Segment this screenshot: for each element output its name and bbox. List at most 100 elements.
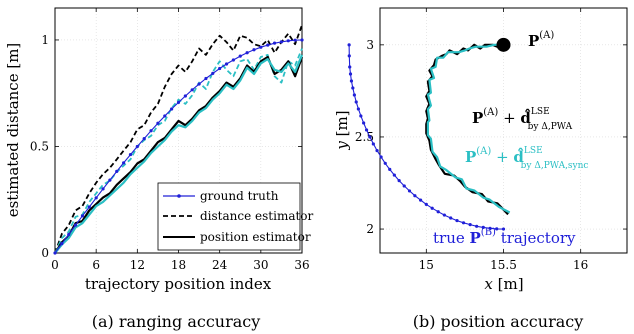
chart-a-data-point	[101, 187, 105, 191]
chart-b-data-point	[388, 167, 392, 171]
chart-b-data-point	[397, 179, 401, 183]
chart-a-data-point	[115, 169, 119, 174]
chart-b-data-point	[356, 107, 360, 111]
chart-a-series-distance-estimator	[54, 24, 303, 254]
annotation-point-a: P(A)	[528, 30, 554, 50]
chart-a-data-point	[176, 100, 181, 104]
chart-b-data-point	[352, 93, 356, 97]
chart-b-xtick-label: 16	[573, 258, 588, 272]
chart-a-xtick-label: 12	[130, 258, 145, 272]
chart-b-ytick-label: 2	[366, 222, 374, 236]
chart-b-data-point	[347, 54, 351, 58]
chart-b-data-point	[436, 210, 440, 214]
chart-b-data-point	[413, 194, 417, 198]
chart-b-data-point	[461, 221, 466, 225]
legend-label-distance-estimator: distance estimator	[200, 209, 314, 223]
chart-a-data-point	[286, 39, 290, 43]
chart-a-data-point	[245, 51, 249, 55]
chart-a-series-line-2	[54, 48, 303, 254]
chart-a-xlabel: trajectory position index	[85, 275, 272, 293]
chart-a-series	[53, 24, 304, 255]
chart-a-data-point	[53, 251, 57, 255]
chart-a-data-point	[231, 58, 235, 62]
chart-a-data-point	[183, 94, 187, 98]
chart-a-xtick-label: 36	[294, 258, 309, 272]
chart-a-caption: (a) ranging accuracy	[92, 312, 261, 331]
chart-a-ytick-label: 0.5	[30, 139, 49, 153]
chart-ranging-accuracy: 0 6 12 18 24 30 36 0 0.5 1 ground truth distance …	[4, 7, 314, 331]
chart-b-ticks: 15 15.5 16 2 2.5 3	[355, 8, 627, 272]
chart-b-data-point	[368, 135, 372, 139]
chart-b-data-point	[442, 213, 446, 217]
chart-a-data-point	[272, 41, 277, 45]
legend-marker-ground-truth	[177, 194, 181, 198]
chart-a-xtick-label: 24	[212, 258, 228, 272]
chart-b-data-point	[481, 225, 485, 229]
chart-a-data-point	[170, 107, 174, 111]
chart-b-series	[347, 43, 511, 231]
annotation-black-estimate: P(A) + d̂LSE by Δ,PWA	[472, 107, 573, 132]
legend-label-position-estimator: position estimator	[200, 230, 311, 244]
chart-a-ylabel: estimated distance [m]	[4, 43, 22, 218]
chart-b-data-point	[501, 227, 506, 231]
chart-a-data-point	[238, 54, 242, 58]
chart-a-data-point	[80, 214, 85, 218]
anchor-point-a	[496, 37, 511, 52]
chart-a-data-point	[73, 223, 78, 227]
chart-a-data-point	[211, 71, 215, 76]
chart-a-data-point	[67, 232, 71, 237]
chart-b-data-point	[424, 202, 428, 206]
chart-b-data-point	[379, 155, 383, 159]
chart-b-series-p-a-d-lse-by-pwa-sync	[426, 43, 511, 214]
chart-b-data-point	[392, 173, 396, 177]
chart-a-data-point	[224, 62, 229, 66]
chart-b-data-point	[362, 121, 366, 125]
chart-b-xtick-label: 15	[419, 258, 434, 272]
chart-b-data-point	[347, 43, 351, 47]
chart-a-data-point	[94, 196, 98, 200]
chart-a-data-point	[204, 76, 208, 81]
chart-a-series-line-4	[54, 54, 304, 254]
chart-b-data-point	[348, 72, 353, 76]
chart-b-data-point	[468, 223, 472, 227]
chart-b-data-point	[402, 184, 406, 188]
chart-a-xtick-label: 30	[253, 258, 268, 272]
chart-a-data-point	[122, 161, 126, 165]
chart-b-data-point	[375, 148, 379, 153]
chart-b-data-point	[351, 86, 355, 90]
chart-a-data-point	[279, 40, 284, 44]
chart-a-data-point	[108, 178, 112, 182]
chart-b-data-point	[495, 227, 499, 231]
chart-a-data-point	[142, 136, 146, 141]
chart-b-data-point	[383, 161, 387, 165]
chart-a-data-point	[87, 205, 91, 209]
chart-b-ylabel: y [m]	[333, 110, 351, 150]
chart-b-data-point	[359, 114, 363, 118]
chart-b-data-point	[449, 216, 453, 220]
chart-b-data-point	[419, 198, 423, 202]
chart-b-ytick-label: 2.5	[355, 130, 374, 144]
chart-a-ytick-label: 1	[41, 33, 49, 47]
legend-label-ground-truth: ground truth	[200, 189, 279, 203]
chart-a-data-point	[266, 43, 270, 47]
chart-a-data-point	[259, 45, 263, 49]
chart-b-data-point	[364, 128, 369, 132]
chart-b-data-point	[348, 65, 352, 69]
chart-b-xtick-label: 15.5	[490, 258, 517, 272]
annotation-true-trajectory: true P(B) trajectory	[433, 227, 576, 247]
chart-a-xtick-label: 6	[92, 258, 100, 272]
chart-b-data-point	[475, 224, 479, 228]
chart-a-data-point	[149, 129, 153, 133]
chart-a-data-point	[300, 38, 304, 42]
chart-a-xtick-label: 0	[51, 258, 59, 272]
chart-b-data-point	[430, 206, 434, 210]
chart-a-data-point	[60, 242, 64, 246]
chart-b-series-p-a-d-lse-by-pwa	[425, 43, 509, 216]
chart-b-caption: (b) position accuracy	[413, 312, 584, 331]
chart-b-data-point	[407, 189, 412, 193]
chart-a-data-point	[190, 88, 194, 92]
chart-a-data-point	[197, 82, 201, 86]
chart-a-data-point	[156, 121, 160, 125]
